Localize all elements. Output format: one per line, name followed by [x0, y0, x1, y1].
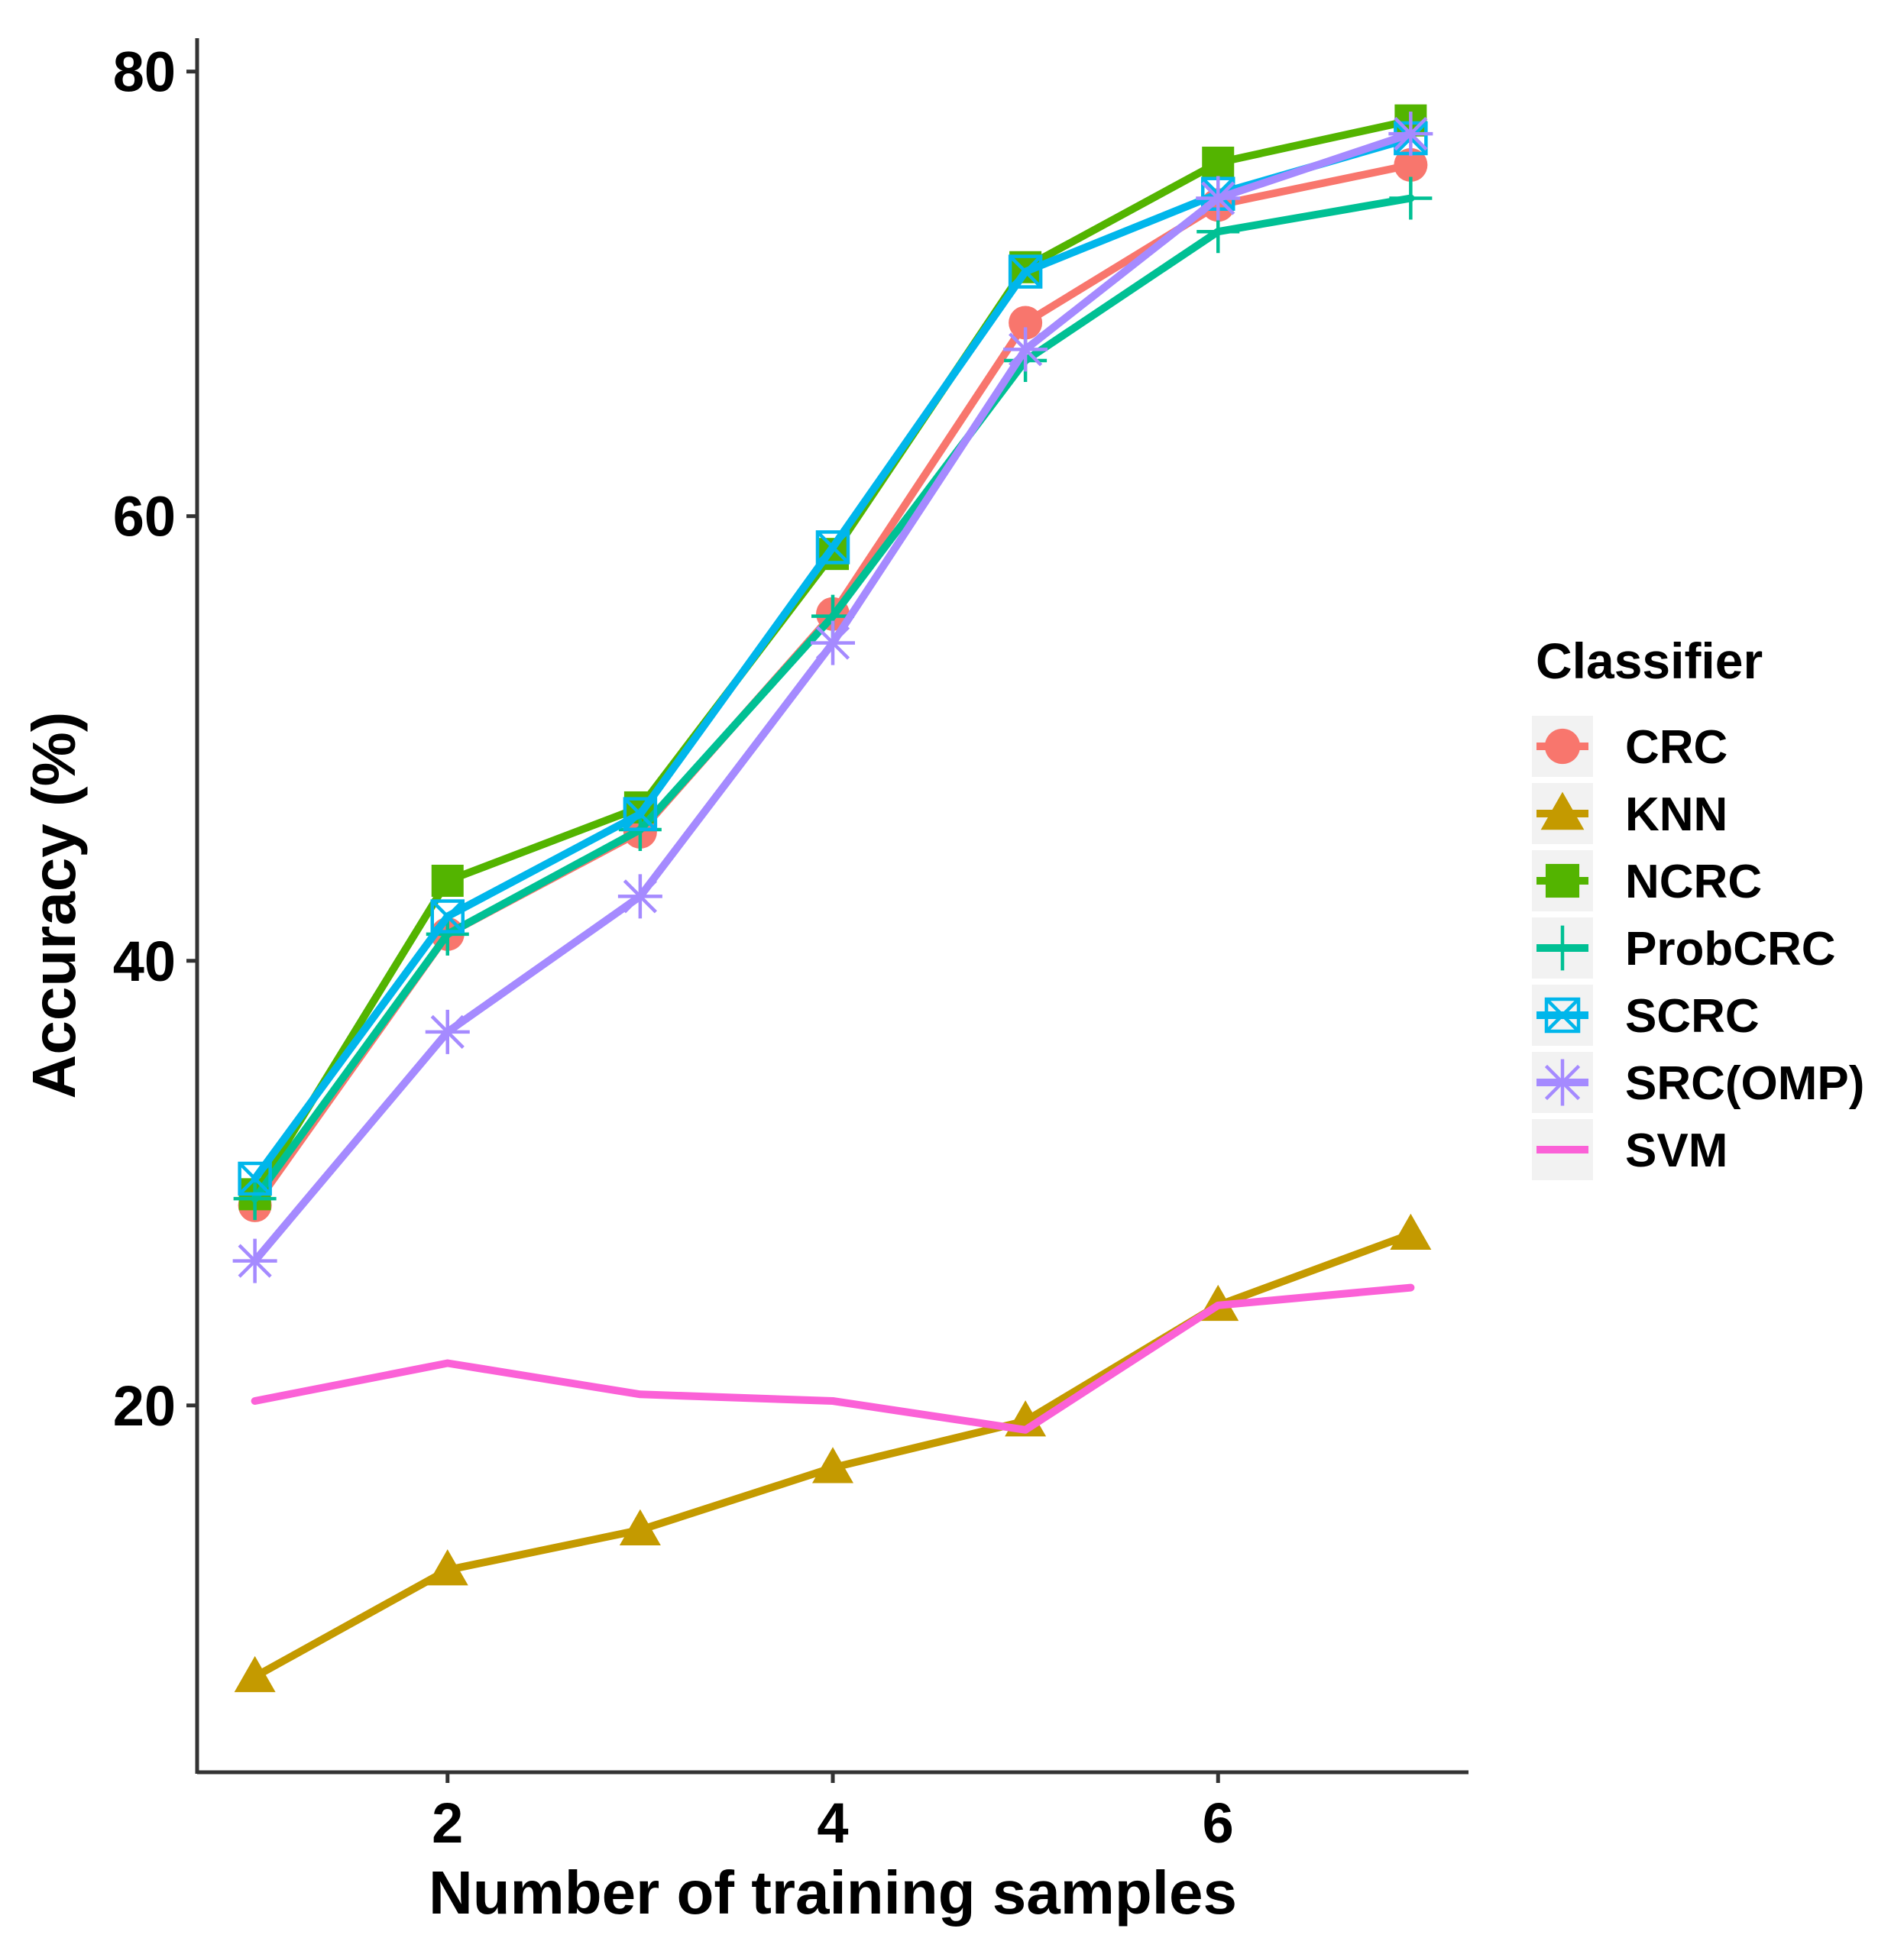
legend-label: NCRC [1625, 856, 1762, 908]
series-ncrc [238, 104, 1427, 1211]
series-crc [238, 147, 1428, 1222]
data-point-crc [1009, 306, 1043, 340]
data-point-scrc [1008, 254, 1043, 289]
y-ticks: 20 40 60 80 [113, 40, 197, 1438]
legend-item-src-omp: SRC(OMP) [1532, 1052, 1864, 1113]
series-svm [251, 1283, 1415, 1434]
legend-label: ProbCRC [1625, 923, 1836, 975]
legend-title: Classifier [1536, 633, 1763, 689]
data-point-src-omp [1388, 112, 1433, 157]
legend-item-crc: CRC [1532, 716, 1728, 777]
series-line-src-omp [251, 130, 1415, 1265]
data-point-knn [426, 1549, 468, 1586]
data-point-src-omp [232, 1238, 277, 1283]
x-tick-label: 2 [432, 1791, 463, 1855]
legend-label: SRC(OMP) [1625, 1057, 1864, 1110]
plot-area [232, 104, 1433, 1693]
legend-key-marker [1544, 997, 1581, 1034]
data-point-src-omp [811, 620, 855, 665]
data-point-ncrc [431, 864, 464, 897]
y-tick-label: 60 [113, 485, 176, 548]
data-point-scrc [430, 899, 465, 933]
data-point-knn [234, 1655, 276, 1693]
legend-key-marker [1540, 791, 1585, 830]
data-point-scrc [623, 797, 658, 831]
legend-label: KNN [1625, 788, 1728, 841]
y-tick-label: 80 [113, 40, 176, 104]
legend-item-ncrc: NCRC [1532, 850, 1762, 911]
y-tick-label: 20 [113, 1374, 176, 1438]
data-point-scrc [815, 530, 850, 565]
data-point-knn [619, 1509, 661, 1546]
legend-items: CRC KNN NCRC ProbCRC SCRC SRC(OMP) SVM [1532, 716, 1864, 1180]
y-axis-title: Accuracy (%) [20, 712, 88, 1099]
series-knn [234, 1213, 1432, 1693]
legend: Classifier CRC KNN NCRC ProbCRC SCRC SRC(OMP)… [1532, 633, 1864, 1180]
y-tick-label: 40 [113, 930, 176, 993]
legend-label: SCRC [1625, 990, 1760, 1043]
legend-label: SVM [1625, 1124, 1728, 1177]
series-probcrc [233, 176, 1433, 1221]
series-line-svm [251, 1283, 1415, 1434]
legend-key-marker [1545, 863, 1580, 898]
x-tick-label: 4 [817, 1791, 848, 1855]
legend-item-knn: KNN [1532, 783, 1728, 844]
data-point-src-omp [617, 874, 662, 919]
data-point-src-omp [425, 1009, 470, 1054]
data-point-src-omp [1003, 327, 1048, 372]
data-point-ncrc [1202, 146, 1235, 179]
x-tick-label: 6 [1203, 1791, 1234, 1855]
data-point-knn [812, 1447, 853, 1483]
data-point-probcrc [1389, 176, 1433, 220]
legend-key-marker [1539, 1059, 1586, 1106]
legend-item-svm: SVM [1532, 1119, 1728, 1180]
data-point-probcrc [233, 1177, 277, 1221]
legend-label: CRC [1625, 721, 1728, 774]
x-ticks: 2 4 6 [432, 1772, 1234, 1855]
legend-item-probcrc: ProbCRC [1532, 917, 1836, 979]
legend-key-marker [1544, 728, 1581, 765]
data-point-crc [1394, 147, 1428, 182]
series-src-omp [232, 112, 1433, 1283]
data-point-src-omp [1196, 176, 1241, 221]
legend-key-marker [1540, 925, 1585, 971]
data-point-knn [1390, 1213, 1432, 1250]
data-point-scrc [238, 1161, 272, 1196]
x-axis-title: Number of training samples [429, 1859, 1237, 1927]
legend-item-scrc: SCRC [1532, 985, 1760, 1046]
series-line-probcrc [251, 194, 1415, 1203]
